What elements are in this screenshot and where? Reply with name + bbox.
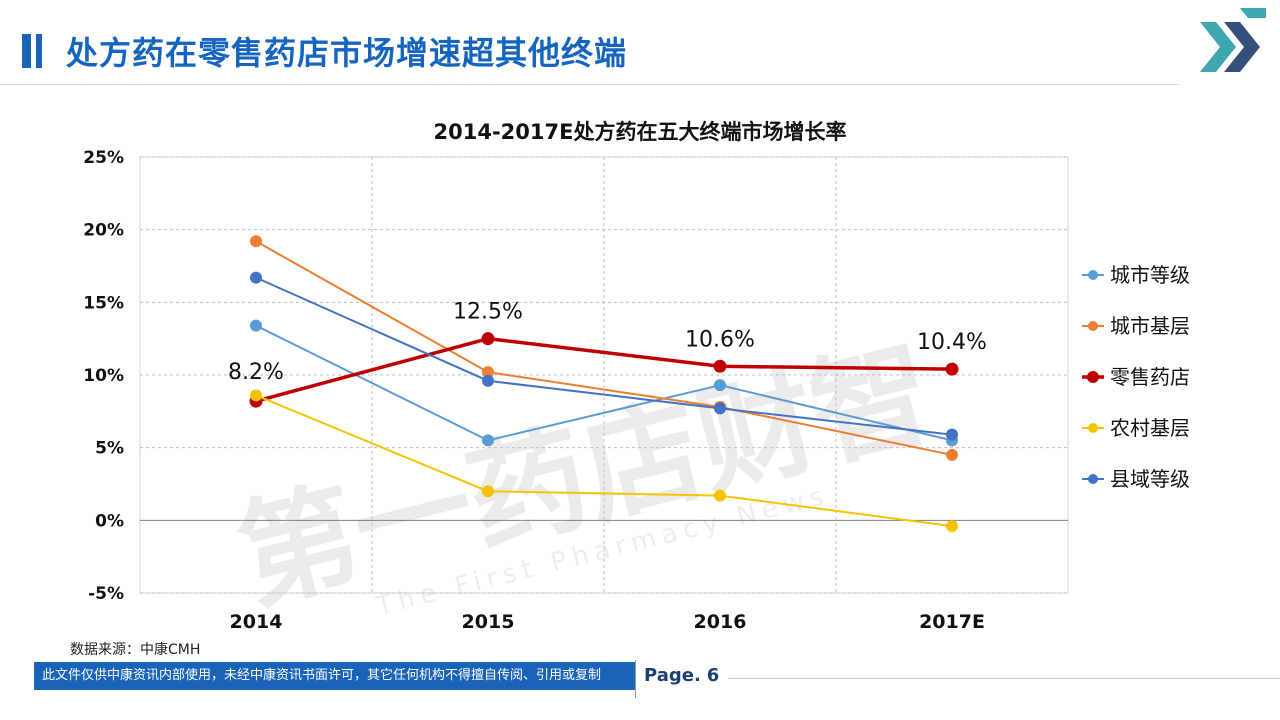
legend-item: 城市等级 [1082,263,1190,287]
data-point [482,434,494,447]
x-tick-label: 2016 [694,611,747,633]
x-tick-label: 2017E [919,611,985,633]
page-title: 处方药在零售药店市场增速超其他终端 [66,34,628,72]
data-label: 8.2% [228,360,284,385]
header-divider [0,84,1180,85]
y-tick-label: 0% [95,511,124,531]
legend-label: 零售药店 [1110,365,1190,389]
page-number-value: 6 [706,665,720,686]
y-tick-label: 20% [83,221,124,241]
x-tick-label: 2015 [462,611,515,633]
data-label: 12.5% [453,300,523,325]
confidentiality-note: 此文件仅供中康资讯内部使用，未经中康资讯书面许可，其它任何机构不得擅自传阅、引用… [34,662,636,690]
data-point [714,402,726,415]
legend-label: 城市基层 [1110,314,1190,338]
footer-rule [728,678,1280,679]
series-layer: 8.2% 12.5% 10.6% 10.4% [228,235,987,533]
data-point [250,319,262,332]
data-point [250,389,262,402]
series-5 [250,271,958,441]
legend-item: 县域等级 [1082,467,1190,491]
data-label: 10.6% [685,327,755,352]
data-point [945,362,959,376]
series-line [255,324,953,442]
y-tick-label: -5% [88,584,124,604]
chart-title: 2014-2017E处方药在五大终端市场增长率 [434,120,847,144]
data-point [250,271,262,284]
legend-item: 农村基层 [1082,416,1190,440]
legend-swatch-marker [1088,321,1098,331]
axis-labels: 25% 20% 15% 10% 5% 0% -5% 2014 2015 2016 2017E [83,148,985,633]
data-point [946,520,958,533]
y-tick-label: 15% [83,293,124,313]
x-tick-label: 2014 [230,611,283,633]
data-point [250,235,262,248]
page-label: Page. [644,665,701,686]
y-tick-label: 25% [83,148,124,168]
legend-swatch-marker [1088,423,1098,433]
data-point [482,366,494,379]
series-line [255,276,953,436]
watermark: 第一药店财智 The First Pharmacy News [225,322,945,627]
footer-divider [635,660,636,698]
data-point [714,379,726,392]
series-4 [250,389,958,533]
legend-label: 农村基层 [1110,416,1190,440]
data-point [714,489,726,502]
legend-swatch-marker [1088,270,1098,280]
brand-logo-icon [1200,8,1266,72]
data-source: 数据来源：中康CMH [70,642,201,658]
series-line [255,240,953,456]
legend-label: 县域等级 [1110,467,1190,491]
data-point [713,359,727,373]
legend-label: 城市等级 [1110,263,1190,287]
legend-swatch-marker [1087,371,1099,383]
data-point [482,374,494,387]
series-line [255,394,953,528]
data-point [946,448,958,461]
y-tick-label: 10% [83,366,124,386]
series-line [255,336,953,403]
series-3: 8.2% 12.5% 10.6% 10.4% [228,300,987,408]
y-tick-label: 5% [95,439,124,459]
data-point [482,485,494,498]
page-number: Page. 6 [644,665,719,686]
data-point [481,332,495,346]
data-label: 10.4% [917,330,987,355]
data-point [946,428,958,441]
legend-item: 零售药店 [1082,365,1190,389]
legend-item: 城市基层 [1082,314,1190,338]
legend-swatch-marker [1088,474,1098,484]
